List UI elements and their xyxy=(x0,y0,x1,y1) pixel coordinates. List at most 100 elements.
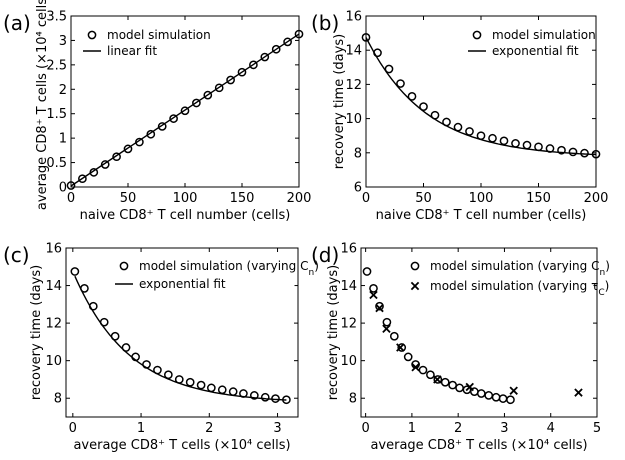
data-point-circle xyxy=(249,60,258,70)
x-tick-label: 1 xyxy=(137,421,145,436)
legend-label: exponential fit xyxy=(139,277,226,291)
x-tick-label: 200 xyxy=(584,191,609,206)
data-point-circle xyxy=(249,391,259,400)
y-tick-label: 10 xyxy=(45,354,62,369)
data-point-circle xyxy=(511,139,520,148)
data-point-circle xyxy=(217,385,227,395)
legend-box xyxy=(402,255,594,301)
y-tick-label: 2 xyxy=(59,83,67,98)
y-tick-label: 10 xyxy=(340,354,357,369)
data-point-circle xyxy=(180,106,190,116)
data-point-circle xyxy=(506,395,515,405)
y-tick-label: 2.5 xyxy=(46,58,67,73)
cross-stroke xyxy=(509,386,518,395)
data-point-circle xyxy=(260,392,270,402)
x-tick-label: 5 xyxy=(593,421,601,436)
data-point-circle xyxy=(121,343,131,352)
legend: model simulation (varying Cn)model simul… xyxy=(402,255,610,301)
y-tick-label: 10 xyxy=(345,112,362,127)
y-tick-label: 8 xyxy=(54,392,62,407)
x-tick-label: 3 xyxy=(500,421,508,436)
data-point-circle xyxy=(484,391,494,400)
legend-marker-circle xyxy=(87,30,97,40)
y-tick-label: 14 xyxy=(345,44,362,59)
data-point-circle xyxy=(294,29,304,39)
y-tick-label: 0.5 xyxy=(46,156,67,171)
data-point-circle xyxy=(534,142,543,152)
legend: model simulation (varying Cn)exponential… xyxy=(111,255,319,297)
y-tick-label: 16 xyxy=(340,242,357,257)
cross-stroke xyxy=(375,303,384,313)
data-point-circle xyxy=(112,152,121,162)
data-point-circle xyxy=(568,147,578,157)
data-point-circle xyxy=(169,114,178,123)
legend: model simulation exponential fit xyxy=(464,24,596,62)
data-point-cross xyxy=(574,388,583,397)
y-tick-label: 8 xyxy=(354,146,362,161)
y-tick-label: 3.5 xyxy=(46,10,67,25)
legend-label: exponential fit xyxy=(492,44,579,58)
data-point-circle xyxy=(491,392,501,402)
legend-label-subscript: n xyxy=(599,268,605,278)
data-point-circle xyxy=(228,387,238,396)
data-point-circle xyxy=(369,284,378,293)
x-tick-label: 1 xyxy=(408,421,416,436)
y-axis-label: recovery time (days) xyxy=(29,265,44,400)
y-tick-label: 16 xyxy=(345,10,362,25)
cross-stroke xyxy=(396,343,405,352)
x-tick-label: 0 xyxy=(67,191,75,206)
x-axis-label: average CD8⁺ T cells (×10⁴ cells) xyxy=(370,438,587,453)
y-tick-label: 1 xyxy=(59,132,67,147)
panel-label: (b) xyxy=(311,11,339,35)
cross-stroke xyxy=(433,375,442,384)
data-point-circle xyxy=(433,375,443,384)
plot-frame xyxy=(360,247,598,418)
x-tick-label: 4 xyxy=(547,421,555,436)
data-point-circle xyxy=(260,52,270,62)
y-tick-label: 0 xyxy=(59,181,67,196)
x-tick-label: 100 xyxy=(173,191,198,206)
x-axis-label: average CD8⁺ T cells (×10⁴ cells) xyxy=(73,438,290,453)
data-point-circle xyxy=(192,98,201,108)
x-tick-label: 2 xyxy=(454,421,462,436)
legend-box xyxy=(464,24,590,62)
legend-label: model simulation xyxy=(107,28,211,42)
data-point-cross xyxy=(396,343,405,352)
data-point-circle xyxy=(403,352,413,362)
data-point-cross xyxy=(375,303,384,313)
data-point-circle xyxy=(226,75,235,85)
data-point-circle xyxy=(123,144,133,154)
cross-stroke xyxy=(369,290,378,300)
x-tick-label: 150 xyxy=(230,191,255,206)
data-point-circle xyxy=(396,79,405,88)
legend-box xyxy=(111,255,295,297)
y-tick-label: 6 xyxy=(354,181,362,196)
cross-stroke xyxy=(574,388,583,397)
y-tick-label: 12 xyxy=(340,317,357,332)
cross-stroke xyxy=(465,382,474,392)
data-point-circle xyxy=(448,380,457,390)
data-point-circle xyxy=(157,122,167,131)
y-tick-label: 14 xyxy=(340,279,357,294)
legend-label-suffix: ) xyxy=(605,259,610,273)
panel-label: (a) xyxy=(3,11,31,35)
x-tick-label: 150 xyxy=(526,191,551,206)
data-point-circle xyxy=(440,377,450,387)
data-point-circle xyxy=(361,33,371,42)
data-point-cross xyxy=(382,324,391,333)
data-point-circle xyxy=(214,83,224,93)
panel-b: 0 50 100 150 200 6 8 10 12 14 16 naive CD8⁺ T cell … xyxy=(311,10,608,224)
legend-marker-circle xyxy=(119,261,129,271)
legend: model simulation linear fit xyxy=(79,24,223,62)
panel-a: 0 50 100 150 200 0 0.5 1 1.5 2 2.5 3 3.5 naive CD8⁺ T… xyxy=(3,0,311,223)
data-point-circle xyxy=(375,301,384,311)
data-point-cross xyxy=(465,382,474,392)
data-point-circle xyxy=(419,102,428,111)
y-tick-label: 12 xyxy=(345,78,362,93)
data-point-circle xyxy=(384,64,394,74)
y-axis-label: recovery time (days) xyxy=(326,265,341,400)
legend-label: model simulation xyxy=(492,28,596,42)
y-tick-label: 1.5 xyxy=(46,107,67,122)
legend-marker-circle xyxy=(472,30,482,40)
